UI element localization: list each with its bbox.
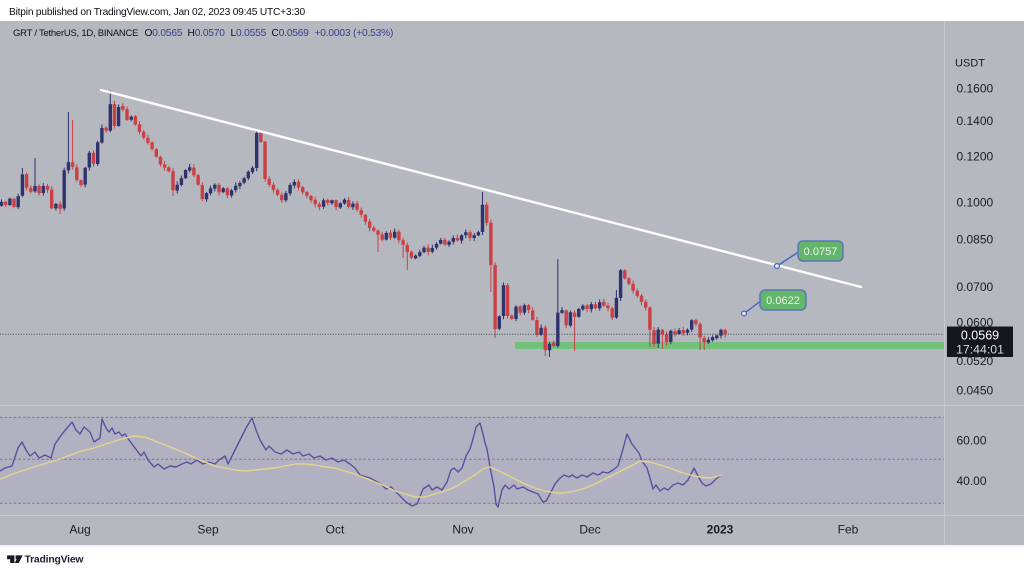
svg-text:0.0600: 0.0600 bbox=[957, 316, 994, 330]
svg-text:Nov: Nov bbox=[452, 523, 473, 537]
svg-text:Aug: Aug bbox=[69, 523, 90, 537]
svg-text:0.0520: 0.0520 bbox=[957, 354, 994, 368]
svg-text:USDT: USDT bbox=[955, 58, 985, 70]
svg-text:TradingView: TradingView bbox=[25, 555, 85, 566]
svg-text:Dec: Dec bbox=[579, 523, 600, 537]
svg-text:0.1000: 0.1000 bbox=[957, 195, 994, 209]
svg-text:17:44:01: 17:44:01 bbox=[956, 343, 1004, 357]
svg-text:Feb: Feb bbox=[838, 523, 859, 537]
svg-text:0.0700: 0.0700 bbox=[957, 280, 994, 294]
svg-text:2023: 2023 bbox=[707, 523, 734, 537]
svg-text:0.1600: 0.1600 bbox=[957, 82, 994, 96]
svg-text:Bitpin published on TradingVie: Bitpin published on TradingView.com, Jan… bbox=[9, 7, 305, 18]
svg-text:0.0450: 0.0450 bbox=[957, 384, 994, 398]
svg-text:60.00: 60.00 bbox=[957, 433, 987, 447]
svg-text:0.0850: 0.0850 bbox=[957, 232, 994, 246]
svg-text:0.0622: 0.0622 bbox=[766, 295, 800, 307]
svg-text:0.1400: 0.1400 bbox=[957, 114, 994, 128]
svg-text:0.1200: 0.1200 bbox=[957, 149, 994, 163]
svg-text:Sep: Sep bbox=[197, 523, 219, 537]
svg-text:40.00: 40.00 bbox=[957, 474, 987, 488]
svg-text:Oct: Oct bbox=[326, 523, 345, 537]
svg-text:0.0757: 0.0757 bbox=[804, 246, 838, 258]
svg-text:0.0569: 0.0569 bbox=[961, 329, 999, 343]
